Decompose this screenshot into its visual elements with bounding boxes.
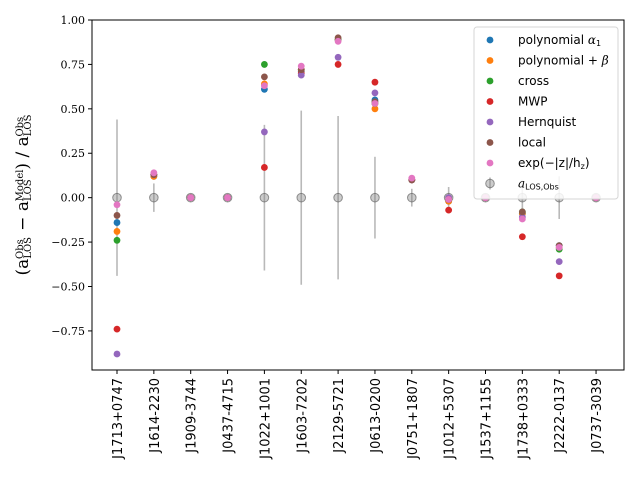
point-mwp (518, 233, 526, 241)
legend-entry: aLOS,Obs (518, 177, 559, 192)
point-local (261, 73, 268, 81)
x-tick-label: J0737-3039 (590, 378, 605, 454)
point-exp-z-hz (224, 194, 231, 202)
legend-marker (486, 57, 494, 64)
x-tick-label: J1738+0333 (516, 378, 531, 460)
point-mwp (555, 272, 563, 280)
x-tick-label: J2129-5721 (332, 378, 347, 454)
legend-marker (486, 139, 494, 146)
reference-point (370, 192, 380, 203)
point-exp-z-hz (150, 169, 158, 177)
point-mwp (334, 61, 342, 68)
point-polynomial (371, 105, 379, 113)
point-exp-z-hz (261, 82, 268, 90)
legend-entry: MWP (518, 95, 547, 109)
reference-point (407, 192, 417, 203)
reference-point (149, 192, 159, 203)
reference-point (112, 192, 122, 203)
legend-marker (486, 98, 494, 105)
y-axis: 1.00 0.75 0.50 0.25 0.00 −0.25 −0.50 −0.75 (51, 14, 92, 338)
legend-marker (486, 77, 494, 85)
legend-marker (486, 118, 494, 126)
legend-entry: local (518, 136, 546, 150)
point-exp-z-hz (334, 37, 342, 45)
x-tick-label: J0613-0200 (369, 378, 384, 454)
y-tick-label: 0.00 (61, 192, 86, 205)
point-exp-z-hz (187, 194, 195, 202)
x-tick-label: J1713+0747 (111, 378, 126, 460)
legend-entry: Hernquist (518, 115, 577, 129)
legend-marker (486, 36, 494, 44)
legend-entry: exp(−|z|/hz) (518, 156, 590, 171)
y-tick-label: 0.50 (61, 103, 86, 116)
point-mwp (261, 164, 268, 171)
y-tick-label: 1.00 (61, 14, 86, 27)
point-polynomial-1 (113, 219, 121, 226)
point-exp-z-hz (113, 201, 121, 209)
y-tick-label: 0.25 (61, 147, 86, 160)
point-exp-z-hz (297, 62, 305, 70)
point-hernquist (297, 71, 305, 79)
plot-frame (91, 19, 625, 371)
point-cross (261, 61, 268, 68)
reference-point (296, 192, 307, 203)
x-tick-label: J1909-3744 (185, 378, 200, 454)
point-exp-z-hz (518, 215, 526, 223)
reference-point (259, 192, 270, 203)
svg-text:(aLOSObs − aLOSModel) / aLOSOb: (aLOSObs − aLOSModel) / aLOSObs (13, 114, 34, 275)
point-mwp (113, 325, 121, 333)
point-local (518, 208, 526, 216)
y-tick-label: −0.25 (51, 236, 85, 249)
legend-entry: cross (518, 74, 549, 88)
legend-marker (486, 159, 494, 167)
point-exp-z-hz (408, 174, 416, 182)
y-tick-label: −0.75 (51, 325, 85, 338)
x-tick-label: J1022+1001 (258, 378, 273, 460)
reference-point (333, 192, 343, 203)
point-mwp (371, 78, 379, 86)
point-polynomial (113, 228, 121, 235)
point-exp-z-hz (371, 100, 379, 107)
legend: polynomial α1 polynomial + β cross MWP Hernq… (473, 26, 619, 200)
point-hernquist (261, 128, 268, 136)
x-tick-label: J1614-2230 (148, 378, 163, 454)
x-tick-label: J0751+1807 (406, 378, 421, 460)
x-tick-label: J1537+1155 (480, 378, 495, 460)
point-mwp (445, 206, 453, 214)
point-hernquist (113, 350, 121, 358)
x-tick-label: J1012+5307 (443, 378, 458, 460)
legend-box (473, 26, 619, 200)
legend-entry: polynomial + β (518, 54, 609, 68)
point-local (113, 212, 121, 219)
x-axis: J1713+0747 J1614-2230 J1909-3744 J0437-4715… (111, 370, 605, 460)
point-exp-z-hz (555, 244, 563, 251)
legend-entry: polynomial α1 (518, 33, 601, 48)
x-tick-label: J2222-0137 (553, 378, 568, 454)
x-tick-label: J1603-7202 (295, 378, 310, 454)
y-tick-label: 0.75 (61, 58, 86, 71)
point-exp-z-hz (445, 196, 453, 203)
legend-marker (485, 178, 495, 189)
point-hernquist (371, 89, 379, 97)
y-tick-label: −0.50 (51, 280, 85, 293)
point-hernquist (334, 53, 342, 61)
point-cross (113, 236, 121, 244)
x-tick-label: J0437-4715 (222, 378, 237, 454)
y-axis-label: (aLOSObs − aLOSModel) / aLOSObs (a_LOS^O… (13, 114, 34, 275)
point-hernquist (555, 258, 563, 266)
